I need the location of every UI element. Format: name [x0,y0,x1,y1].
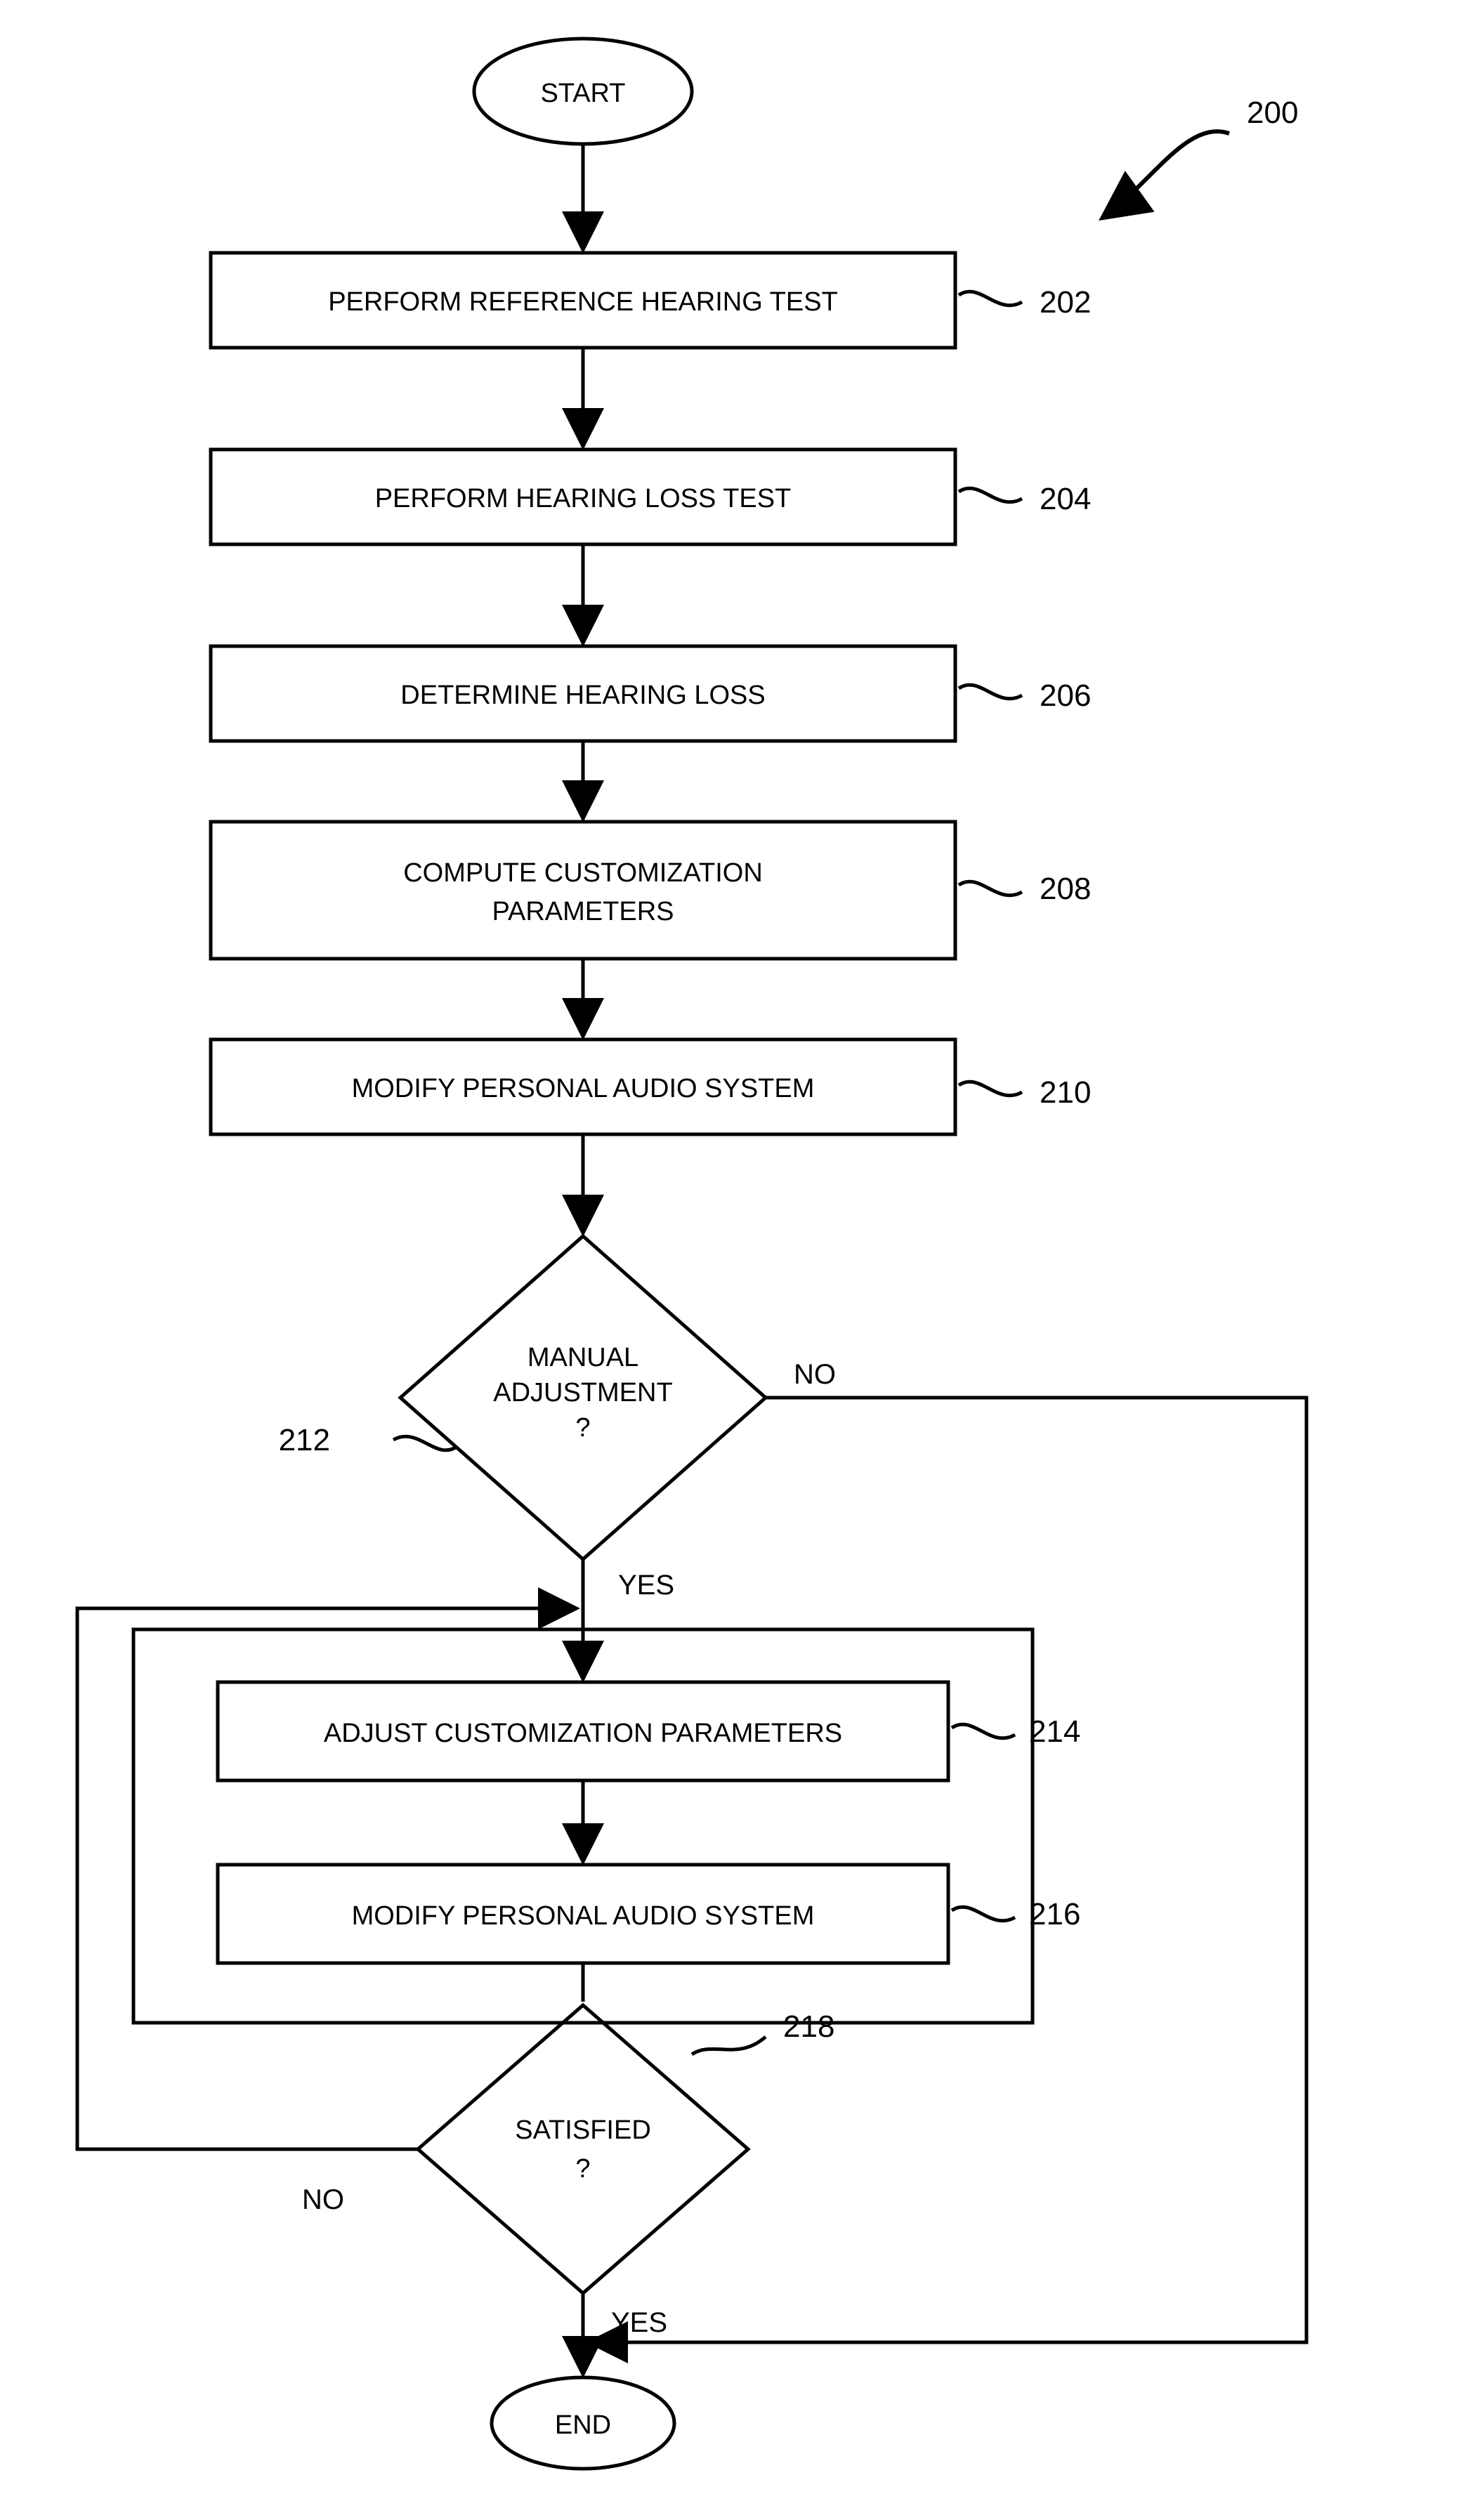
leader-214 [952,1724,1015,1738]
box-206-text: DETERMINE HEARING LOSS [400,681,765,710]
box-208-text-1: COMPUTE CUSTOMIZATION [403,858,763,888]
leader-210 [959,1082,1022,1096]
edge-218-no [77,1608,576,2149]
diamond-218-t2: ? [575,2154,590,2184]
edge-label-no-218: NO [302,2184,344,2215]
leader-216 [952,1907,1015,1921]
ref-216: 216 [1029,1897,1080,1931]
diamond-212-t2: ADJUSTMENT [493,1378,672,1407]
box-208 [211,822,955,959]
box-210-text: MODIFY PERSONAL AUDIO SYSTEM [352,1074,815,1103]
box-202-text: PERFORM REFERENCE HEARING TEST [328,287,838,317]
diamond-212-t3: ? [575,1413,590,1443]
ref-206: 206 [1040,678,1091,713]
start-label: START [540,79,625,108]
box-216-text: MODIFY PERSONAL AUDIO SYSTEM [352,1901,815,1931]
ref-208: 208 [1040,872,1091,906]
edge-label-yes-212: YES [618,1570,674,1601]
edge-label-yes-218: YES [611,2307,667,2338]
ref-210: 210 [1040,1075,1091,1110]
leader-200 [1103,131,1229,218]
end-label: END [555,2410,611,2440]
diamond-212-t1: MANUAL [528,1343,638,1372]
leader-202 [959,291,1022,306]
ref-212: 212 [279,1423,330,1457]
flowchart-svg: START PERFORM REFERENCE HEARING TEST PER… [0,0,1461,2520]
leader-206 [959,685,1022,699]
leader-208 [959,881,1022,895]
ref-204: 204 [1040,482,1091,516]
edge-label-no-212: NO [794,1359,836,1390]
box-208-text-2: PARAMETERS [492,897,674,926]
ref-214: 214 [1029,1714,1080,1749]
box-214-text: ADJUST CUSTOMIZATION PARAMETERS [324,1719,842,1748]
diamond-218-t1: SATISFIED [515,2115,651,2145]
ref-200: 200 [1247,96,1298,130]
box-204-text: PERFORM HEARING LOSS TEST [375,484,792,513]
leader-204 [959,488,1022,502]
diamond-218 [418,2005,748,2293]
ref-202: 202 [1040,285,1091,320]
ref-218: 218 [783,2009,834,2044]
leader-218 [692,2037,766,2054]
